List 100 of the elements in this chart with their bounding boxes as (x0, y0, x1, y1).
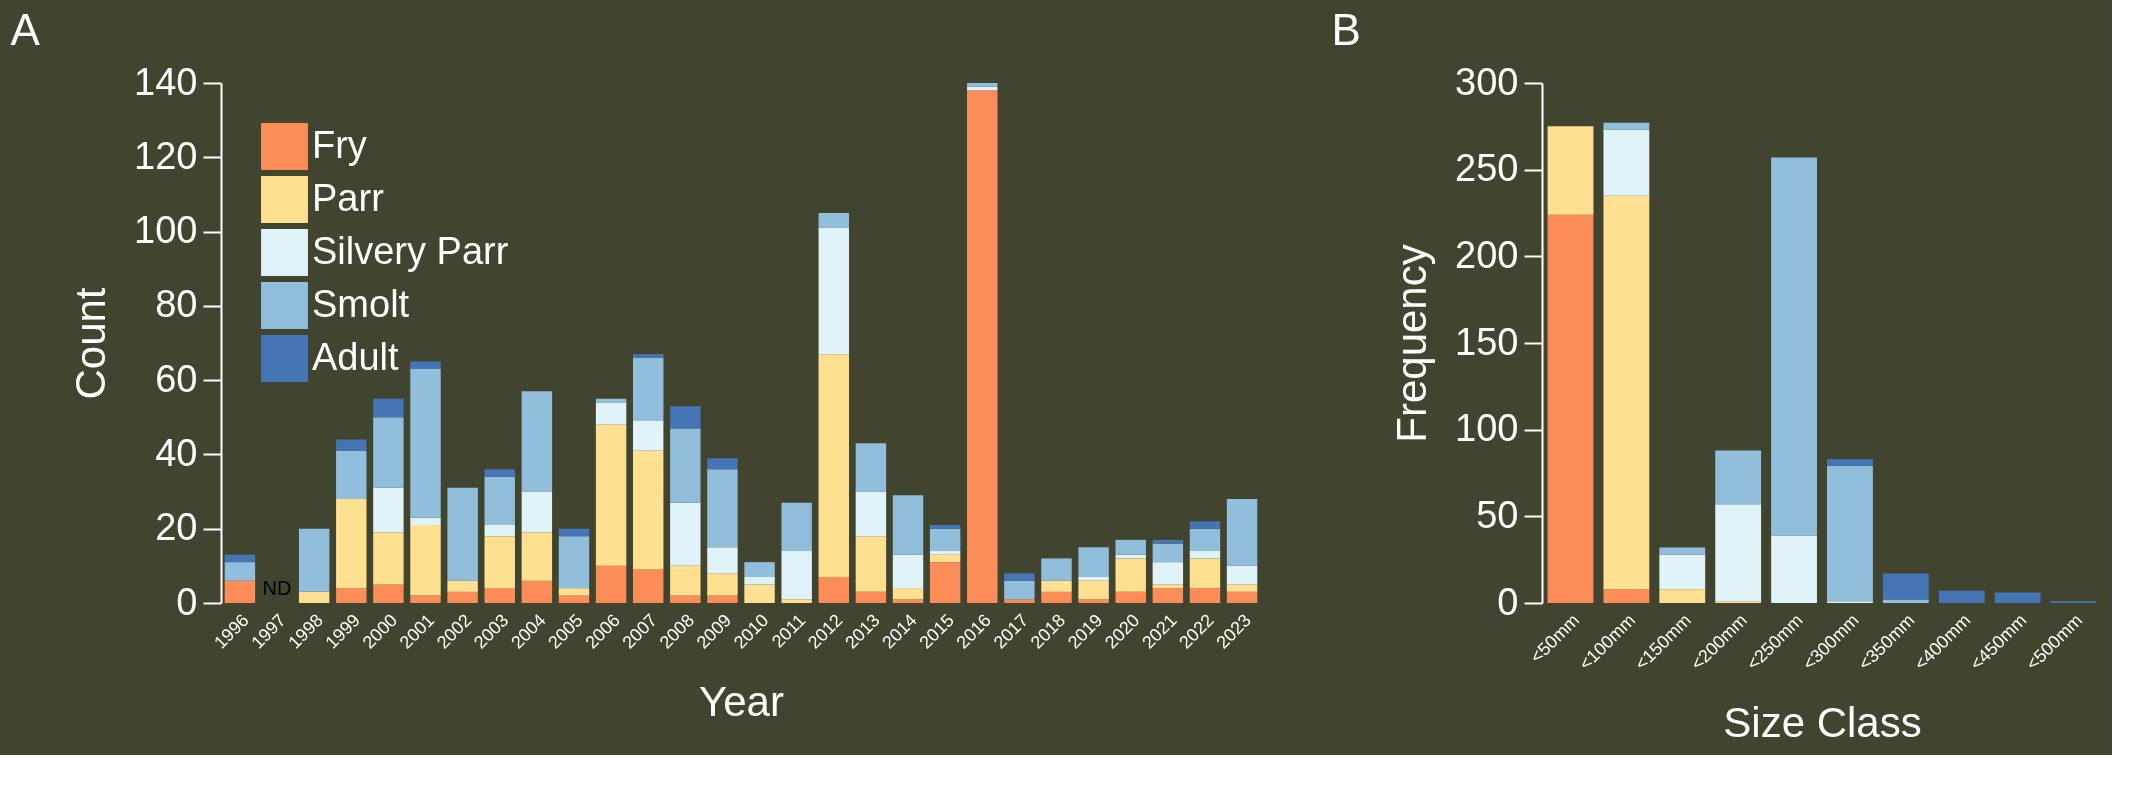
bar (447, 487, 478, 581)
bar (224, 562, 256, 581)
bar (484, 476, 515, 525)
bar (521, 391, 553, 492)
bar (447, 580, 478, 592)
bar (521, 532, 553, 581)
bar (336, 588, 367, 603)
bar (1152, 584, 1184, 589)
bar (818, 354, 850, 577)
bar (1659, 554, 1706, 590)
bar (1603, 195, 1650, 590)
bar (1994, 592, 2041, 603)
bar (558, 595, 590, 603)
bar (410, 595, 441, 603)
bar (855, 591, 887, 603)
bar (632, 450, 664, 570)
bar (373, 417, 404, 488)
bar (929, 554, 961, 563)
bar (336, 499, 367, 589)
bar (744, 584, 775, 603)
bar (632, 421, 664, 451)
bar (1226, 584, 1258, 592)
bar (707, 469, 738, 548)
y-tick-label: 0 (176, 580, 198, 623)
bar (1078, 577, 1109, 581)
bar (1115, 558, 1146, 592)
y-tick-label: 140 (134, 60, 198, 103)
bar (707, 573, 738, 596)
bar (929, 525, 961, 529)
bar (929, 528, 961, 551)
bar (373, 584, 404, 603)
bar (1041, 580, 1072, 592)
bar (1827, 459, 1873, 467)
bar (484, 525, 515, 537)
bar (224, 554, 256, 563)
bar (632, 357, 664, 421)
legend-label: Smolt (312, 282, 410, 325)
bar (447, 591, 478, 603)
bar (781, 502, 812, 551)
bar (1078, 580, 1109, 600)
bar (670, 428, 701, 503)
bar (1603, 589, 1650, 603)
y-tick-label: 60 (155, 357, 198, 400)
bar (855, 536, 887, 592)
legend-label: Silvery Parr (312, 229, 509, 272)
x-axis-title: Year (699, 677, 784, 725)
y-tick-label: 100 (1455, 407, 1519, 450)
bar (410, 525, 441, 596)
bar (1115, 539, 1146, 555)
bar (336, 439, 367, 451)
bar (1189, 551, 1221, 559)
annotation: ND (262, 577, 292, 599)
bar (1715, 504, 1762, 602)
bar (1078, 599, 1109, 603)
bar (1041, 591, 1072, 603)
bar (1771, 535, 1817, 603)
bar (892, 554, 924, 589)
bar (595, 424, 627, 566)
bar (1226, 565, 1258, 585)
bar (1152, 539, 1184, 544)
y-tick-label: 40 (155, 431, 198, 474)
y-axis-title: Count (67, 287, 115, 400)
bar (818, 577, 850, 603)
bar (1226, 499, 1258, 566)
y-tick-label: 150 (1455, 320, 1519, 363)
bar (373, 398, 404, 418)
bar (818, 213, 850, 228)
bar (929, 551, 961, 555)
bar (670, 502, 701, 566)
bar (670, 565, 701, 596)
bar (855, 491, 887, 537)
bar (1115, 591, 1146, 603)
chart-title: B (1331, 5, 1361, 54)
y-tick-label: 0 (1497, 580, 1519, 623)
y-tick-label: 300 (1455, 60, 1519, 103)
bar (595, 565, 627, 603)
bar (855, 443, 887, 492)
bar (707, 458, 738, 470)
y-tick-label: 50 (1476, 493, 1519, 536)
bar (892, 495, 924, 555)
bar (595, 402, 627, 425)
legend-label: Adult (312, 335, 400, 378)
y-tick-label: 250 (1455, 147, 1519, 190)
bar (224, 580, 256, 603)
bar (373, 487, 404, 533)
bar (781, 551, 812, 600)
bar (1152, 543, 1184, 563)
bar (558, 536, 590, 589)
bar (484, 469, 515, 477)
bar (410, 517, 441, 525)
bar (1189, 558, 1221, 589)
bar (1827, 466, 1873, 602)
bar (1041, 558, 1072, 581)
bar (558, 588, 590, 596)
bar (632, 354, 664, 358)
bar (744, 577, 775, 585)
bar (521, 580, 553, 603)
bar (967, 83, 998, 87)
bar (892, 588, 924, 600)
y-tick-label: 20 (155, 506, 198, 549)
